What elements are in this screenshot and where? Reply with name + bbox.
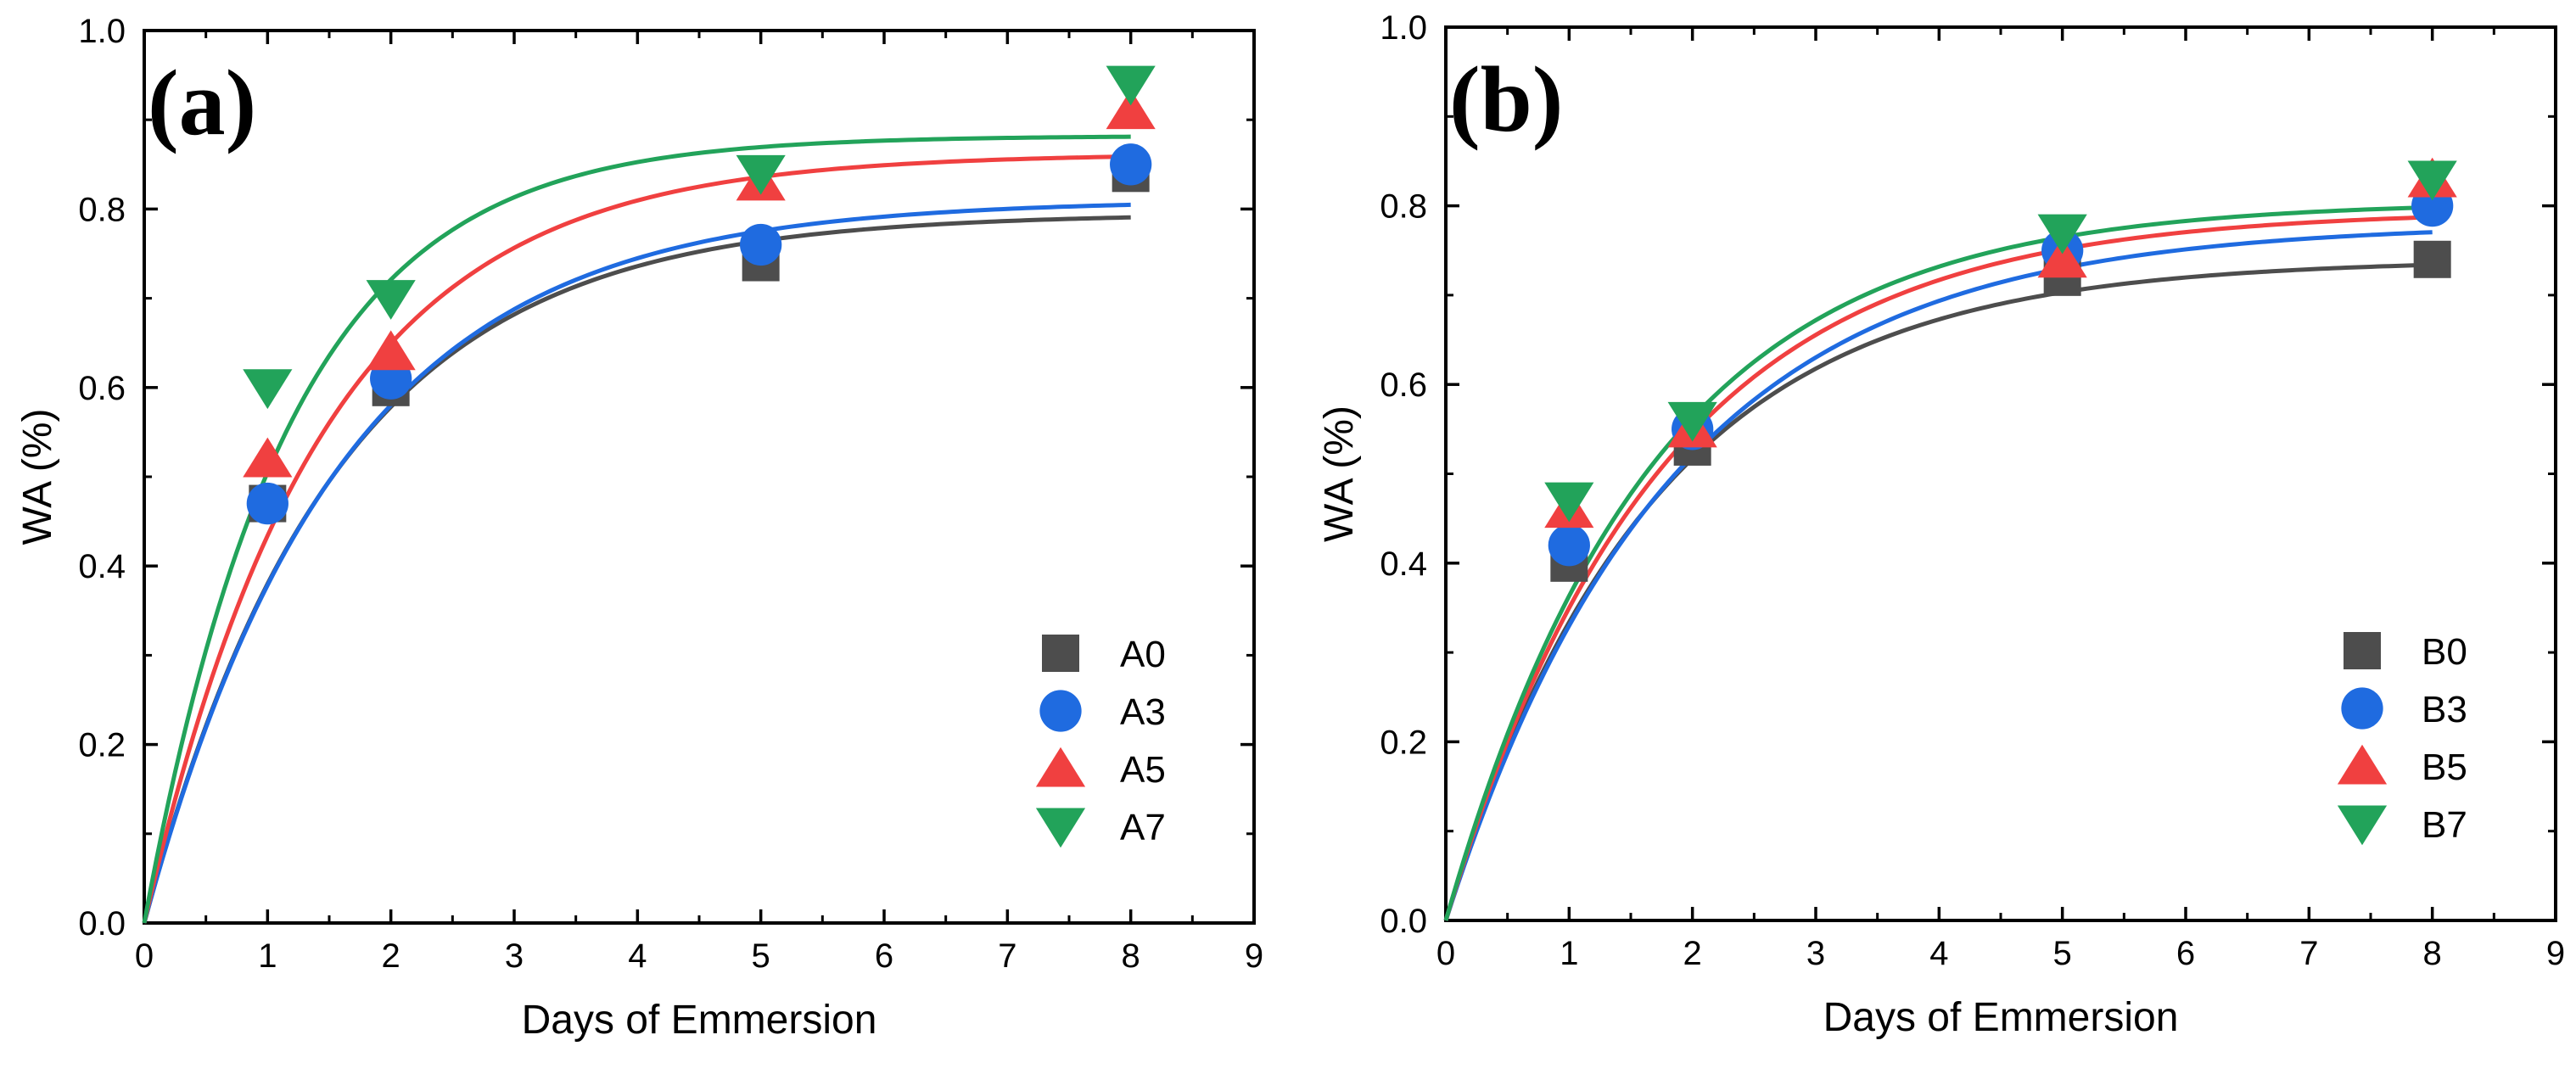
data-point-a5 (1106, 89, 1156, 130)
x-tick-label-a: 9 (1245, 937, 1263, 975)
x-tick-label-b: 2 (1683, 935, 1702, 972)
legend-marker-b0 (2344, 632, 2381, 669)
x-tick-label-b: 4 (1929, 935, 1948, 972)
x-tick-label-a: 1 (258, 937, 277, 975)
legend-marker-a5 (1035, 747, 1086, 787)
fit-line-a0 (142, 215, 1131, 924)
data-point-a7 (736, 154, 786, 195)
data-point-a3 (740, 223, 782, 266)
data-point-b7 (1667, 401, 1717, 442)
legend-label-a0: A0 (1120, 634, 1166, 675)
data-point-a7 (243, 369, 293, 410)
legend-marker-a7 (1035, 808, 1086, 848)
x-tick-label-a: 4 (628, 937, 647, 975)
data-point-b0 (2413, 240, 2451, 278)
data-point-a7 (366, 280, 416, 320)
panel-label-a: (a) (148, 51, 256, 154)
data-point-b7 (2037, 214, 2087, 255)
legend-label-a5: A5 (1120, 749, 1166, 791)
legend-marker-b3 (2341, 687, 2383, 730)
legend-label-b5: B5 (2422, 747, 2467, 788)
x-tick-label-a: 0 (135, 937, 154, 975)
data-point-b7 (1544, 482, 1594, 523)
plot-frame-b (1444, 25, 2557, 922)
data-point-a5 (366, 330, 416, 371)
fit-line-a7 (142, 134, 1131, 924)
x-tick-label-a: 6 (875, 937, 893, 975)
chart-panel-b: 0 1 2 3 4 5 6 7 8 9 0.0 0.2 0.4 0.6 0.8 1.0 Days of Emme… (1317, 9, 2565, 1040)
data-point-b7 (2407, 160, 2457, 201)
chart-panel-a: 0 1 2 3 4 5 6 7 8 9 0.0 0.2 0.4 0.6 0.8 1.0 Days of Emme… (15, 13, 1263, 1043)
x-tick-label-b: 0 (1436, 935, 1455, 972)
data-point-a3 (1110, 143, 1152, 186)
panel-label-b: (b) (1449, 48, 1563, 151)
legend-label-a3: A3 (1120, 691, 1166, 733)
y-axis-title-a: WA (%) (15, 409, 60, 545)
y-tick-label-b: 0.2 (1380, 724, 1427, 761)
data-point-a3 (246, 482, 288, 525)
x-tick-label-b: 5 (2053, 935, 2072, 972)
legend-marker-b7 (2337, 805, 2388, 846)
y-tick-label-b: 0.8 (1380, 188, 1427, 226)
legend-marker-b5 (2337, 744, 2388, 785)
x-tick-label-b: 1 (1560, 935, 1578, 972)
x-tick-label-a: 2 (382, 937, 400, 975)
data-point-b3 (1548, 524, 1590, 567)
fit-line-a3 (142, 202, 1131, 924)
fit-line-b5 (1443, 215, 2433, 921)
x-axis-title-b: Days of Emmersion (1823, 995, 2179, 1040)
legend-label-b7: B7 (2422, 804, 2467, 846)
y-tick-label-b: 0.0 (1380, 903, 1427, 940)
fit-line-b7 (1443, 204, 2433, 921)
legend-label-b3: B3 (2422, 689, 2467, 730)
x-tick-label-b: 9 (2546, 935, 2565, 972)
y-tick-label-a: 0.2 (78, 727, 126, 764)
y-tick-label-a: 0.8 (78, 191, 126, 228)
x-tick-label-a: 8 (1122, 937, 1140, 975)
y-tick-label-a: 0.0 (78, 905, 126, 943)
plot-frame-a (143, 29, 1256, 925)
fit-line-b3 (1443, 230, 2433, 921)
data-point-a7 (1106, 65, 1156, 106)
y-axis-title-b: WA (%) (1317, 406, 1362, 542)
x-tick-label-a: 3 (505, 937, 524, 975)
y-tick-label-b: 0.4 (1380, 545, 1427, 583)
x-tick-label-b: 8 (2423, 935, 2442, 972)
x-tick-label-b: 7 (2299, 935, 2318, 972)
x-tick-label-b: 6 (2176, 935, 2195, 972)
legend-marker-a3 (1039, 690, 1082, 732)
x-tick-label-a: 7 (998, 937, 1016, 975)
x-axis-title-a: Days of Emmersion (522, 998, 877, 1043)
x-tick-label-b: 3 (1806, 935, 1825, 972)
legend-marker-a0 (1042, 635, 1079, 672)
data-point-a5 (243, 437, 293, 478)
x-tick-label-a: 5 (752, 937, 770, 975)
y-tick-label-b: 0.6 (1380, 366, 1427, 404)
legend-label-b0: B0 (2422, 631, 2467, 673)
data-point-b5 (2037, 238, 2087, 278)
fit-line-b0 (1443, 262, 2433, 921)
y-tick-label-a: 0.4 (78, 548, 126, 585)
y-tick-label-a: 0.6 (78, 370, 126, 407)
fit-line-a5 (142, 154, 1131, 924)
y-tick-label-a: 1.0 (78, 13, 126, 50)
y-tick-label-b: 1.0 (1380, 9, 1427, 47)
legend-label-a7: A7 (1120, 807, 1166, 848)
